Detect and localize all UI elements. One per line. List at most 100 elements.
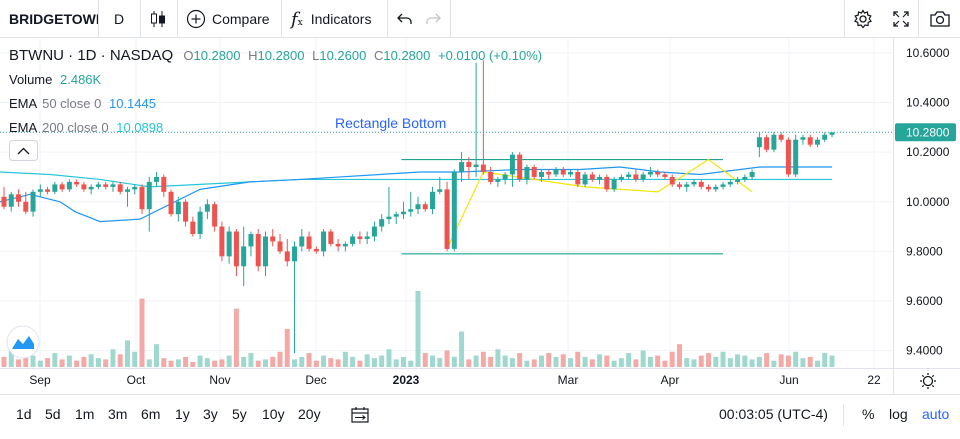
volume-bar bbox=[124, 340, 130, 367]
candle bbox=[8, 191, 14, 212]
candle bbox=[480, 60, 486, 175]
compare-button[interactable]: Compare bbox=[177, 0, 281, 38]
snapshot-button[interactable] bbox=[926, 0, 954, 38]
legend-ema200[interactable]: EMA 200 close 0 10.0898 bbox=[9, 120, 163, 135]
volume-bar bbox=[103, 359, 109, 367]
candle bbox=[422, 201, 428, 212]
toolbar-divider bbox=[387, 0, 388, 38]
volume-bar bbox=[676, 344, 682, 367]
price-scale[interactable]: 10.6000 10.4000 10.2000 10.0000 9.8000 9.6000… bbox=[906, 46, 950, 358]
time-scale-settings-button[interactable] bbox=[920, 373, 936, 389]
candle bbox=[30, 189, 36, 217]
close-label: C bbox=[373, 48, 384, 63]
chart-type-button[interactable] bbox=[140, 0, 176, 38]
indicators-button[interactable]: fx Indicators bbox=[281, 0, 387, 38]
candle bbox=[117, 181, 123, 195]
volume-bar bbox=[393, 359, 399, 367]
log-toggle[interactable]: log bbox=[889, 406, 908, 422]
ema200-value: 10.0898 bbox=[116, 120, 164, 135]
candle bbox=[277, 234, 283, 254]
redo-button[interactable] bbox=[420, 0, 446, 38]
range-button-5y[interactable]: 5y bbox=[232, 406, 247, 422]
volume-bar bbox=[611, 360, 617, 367]
price-chart[interactable]: 10.6000 10.4000 10.2000 10.0000 9.8000 9.6000… bbox=[0, 38, 960, 394]
candle bbox=[292, 241, 298, 354]
candle bbox=[328, 229, 334, 247]
collapse-legend-button[interactable] bbox=[9, 140, 38, 161]
volume-bar bbox=[531, 359, 537, 367]
candle bbox=[52, 181, 58, 195]
volume-bar bbox=[735, 354, 741, 367]
candle bbox=[233, 229, 239, 277]
range-button-1d[interactable]: 1d bbox=[16, 406, 32, 422]
percent-toggle[interactable]: % bbox=[862, 406, 875, 422]
range-button-6m[interactable]: 6m bbox=[141, 406, 161, 422]
range-button-3y[interactable]: 3y bbox=[203, 406, 218, 422]
auto-toggle[interactable]: auto bbox=[922, 406, 950, 422]
top-toolbar: BRIDGETOWN D Compare fx Indicators bbox=[0, 0, 960, 38]
interval-button[interactable]: D bbox=[113, 11, 125, 27]
candle bbox=[611, 176, 617, 192]
timezone-button[interactable]: 00:03:05 (UTC-4) bbox=[719, 406, 828, 422]
volume-bar bbox=[16, 359, 22, 367]
range-button-20y[interactable]: 20y bbox=[298, 406, 321, 422]
fullscreen-button[interactable] bbox=[888, 0, 914, 38]
logo-icon bbox=[12, 336, 34, 349]
symbol-search-button[interactable]: BRIDGETOWN bbox=[9, 11, 98, 27]
candle bbox=[727, 179, 733, 187]
volume-bar bbox=[386, 349, 392, 367]
volume-bar bbox=[371, 358, 377, 367]
volume-value: 2.486K bbox=[60, 72, 102, 87]
volume-bar bbox=[74, 360, 80, 367]
candle bbox=[756, 132, 762, 158]
time-scale[interactable]: Sep Oct Nov Dec 2023 Mar Apr Jun 22 bbox=[29, 373, 881, 387]
volume-bars bbox=[1, 291, 835, 367]
plus-circle-icon bbox=[186, 9, 206, 29]
range-button-1y[interactable]: 1y bbox=[175, 406, 190, 422]
legend-volume[interactable]: Volume 2.486K bbox=[9, 72, 101, 87]
candle bbox=[749, 169, 755, 180]
volume-bar bbox=[742, 355, 748, 367]
close-value: 10.2800 bbox=[383, 48, 431, 63]
gear-icon bbox=[854, 9, 872, 29]
tradingview-logo[interactable] bbox=[6, 325, 40, 359]
settings-button[interactable] bbox=[850, 0, 876, 38]
candle bbox=[604, 174, 610, 192]
x-tick-label: Dec bbox=[305, 373, 326, 387]
candle bbox=[800, 134, 806, 145]
legend-title[interactable]: BTWNU · 1D · NASDAQ bbox=[9, 47, 174, 64]
undo-button[interactable] bbox=[392, 0, 418, 38]
chevron-up-icon bbox=[17, 147, 30, 155]
x-tick-label: Oct bbox=[127, 373, 146, 387]
range-button-5d[interactable]: 5d bbox=[45, 406, 61, 422]
candle bbox=[342, 241, 348, 252]
volume-bar bbox=[139, 298, 145, 367]
camera-icon bbox=[930, 11, 950, 27]
undo-icon bbox=[397, 13, 412, 24]
pattern-path bbox=[446, 158, 753, 250]
candle bbox=[241, 226, 247, 287]
candle bbox=[132, 184, 138, 195]
candle bbox=[829, 132, 835, 138]
ema50-line bbox=[0, 166, 832, 223]
range-button-10y[interactable]: 10y bbox=[262, 406, 285, 422]
ema50-path bbox=[0, 166, 832, 223]
legend-ema50[interactable]: EMA 50 close 0 10.1445 bbox=[9, 96, 156, 111]
x-tick-label: Apr bbox=[661, 373, 680, 387]
volume-bar bbox=[262, 359, 268, 367]
candle bbox=[313, 246, 319, 254]
candle bbox=[626, 171, 632, 180]
volume-bar bbox=[110, 349, 116, 367]
range-button-1m[interactable]: 1m bbox=[75, 406, 95, 422]
rectangle-annotation-label[interactable]: Rectangle Bottom bbox=[335, 115, 446, 131]
volume-bar bbox=[88, 354, 94, 367]
range-button-3m[interactable]: 3m bbox=[108, 406, 128, 422]
volume-bar bbox=[626, 353, 632, 367]
volume-bar bbox=[756, 356, 762, 367]
volume-bar bbox=[226, 355, 232, 367]
toolbar-divider bbox=[177, 0, 178, 38]
candle bbox=[364, 231, 370, 244]
date-range-button[interactable] bbox=[350, 395, 370, 434]
volume-bar bbox=[793, 351, 799, 367]
candle bbox=[807, 134, 813, 148]
